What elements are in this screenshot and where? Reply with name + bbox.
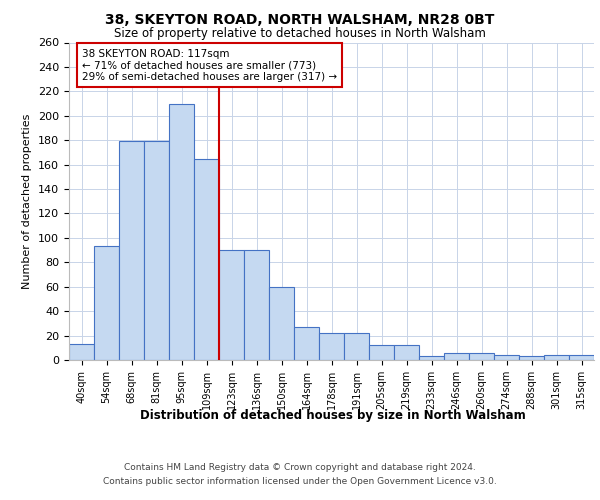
Text: Contains HM Land Registry data © Crown copyright and database right 2024.: Contains HM Land Registry data © Crown c… — [124, 464, 476, 472]
Text: Size of property relative to detached houses in North Walsham: Size of property relative to detached ho… — [114, 28, 486, 40]
Bar — [119, 142, 144, 360]
Bar — [444, 352, 469, 360]
Bar — [519, 356, 544, 360]
Bar — [144, 142, 169, 360]
Bar — [494, 355, 519, 360]
Bar — [269, 286, 294, 360]
Bar — [419, 356, 444, 360]
Bar — [569, 355, 594, 360]
Bar — [344, 333, 369, 360]
Bar — [469, 352, 494, 360]
Y-axis label: Number of detached properties: Number of detached properties — [22, 114, 32, 289]
Bar — [169, 104, 194, 360]
Bar — [69, 344, 94, 360]
Bar — [544, 355, 569, 360]
Bar — [244, 250, 269, 360]
Bar — [369, 346, 394, 360]
Bar — [294, 327, 319, 360]
Bar — [194, 158, 219, 360]
Bar — [219, 250, 244, 360]
Text: 38, SKEYTON ROAD, NORTH WALSHAM, NR28 0BT: 38, SKEYTON ROAD, NORTH WALSHAM, NR28 0B… — [106, 12, 494, 26]
Bar — [94, 246, 119, 360]
Bar — [394, 346, 419, 360]
Text: 38 SKEYTON ROAD: 117sqm
← 71% of detached houses are smaller (773)
29% of semi-d: 38 SKEYTON ROAD: 117sqm ← 71% of detache… — [82, 48, 337, 82]
Text: Distribution of detached houses by size in North Walsham: Distribution of detached houses by size … — [140, 410, 526, 422]
Text: Contains public sector information licensed under the Open Government Licence v3: Contains public sector information licen… — [103, 477, 497, 486]
Bar — [319, 333, 344, 360]
